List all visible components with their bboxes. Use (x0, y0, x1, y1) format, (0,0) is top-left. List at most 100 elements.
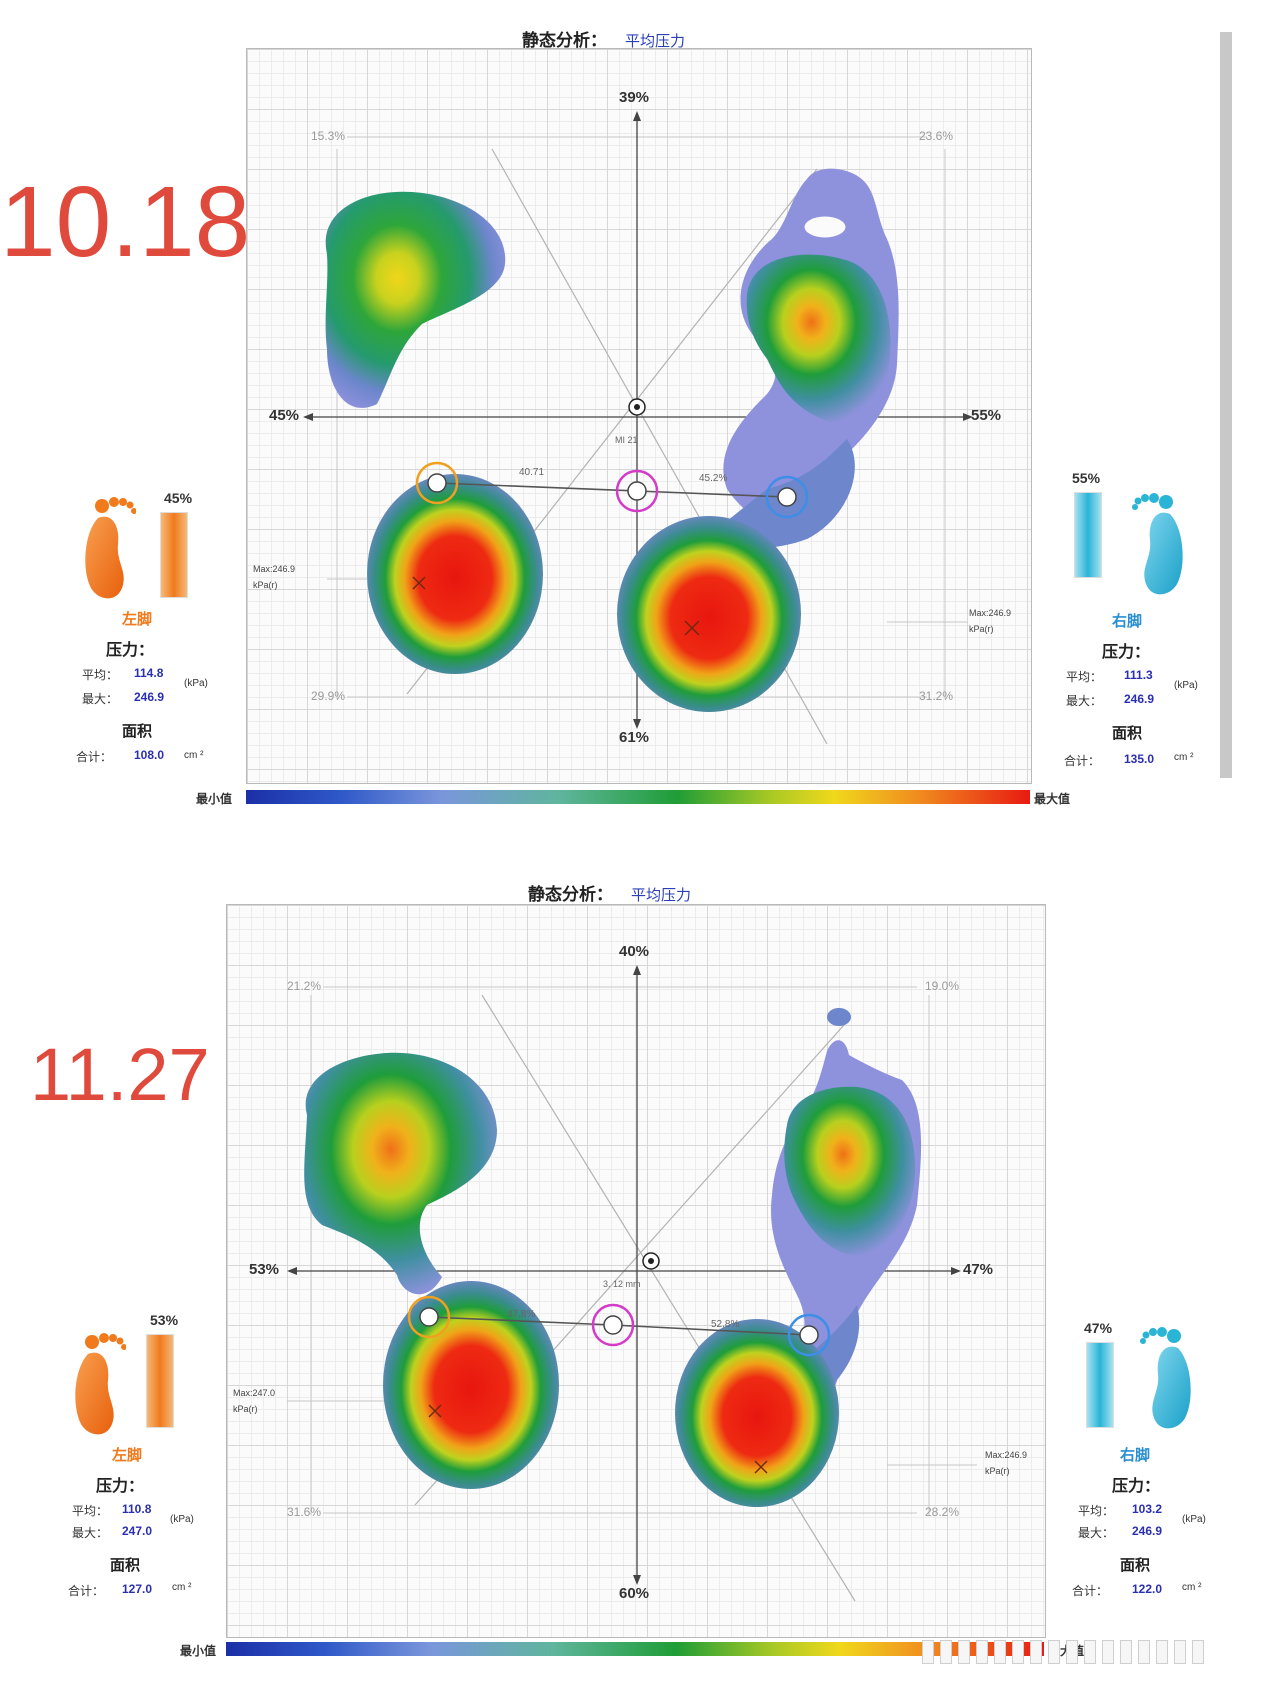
right-foot-icon (1132, 493, 1183, 595)
right-forefoot-region (784, 1086, 916, 1256)
page-dot[interactable] (922, 1640, 934, 1664)
corner-top-right: 19.0% (925, 979, 960, 993)
right-avg-value: 111.3 (1124, 668, 1153, 682)
max-left-value: Max:247.0 (233, 1388, 276, 1398)
page-dot[interactable] (976, 1640, 988, 1664)
left-max-label: 最大： (72, 1526, 109, 1540)
right-area-value: 135.0 (1124, 752, 1155, 766)
left-total-label: 合计： (76, 750, 113, 764)
page-dot[interactable] (1030, 1640, 1042, 1664)
plot-svg (287, 965, 977, 1602)
color-scale-bar (226, 1642, 1044, 1656)
cop-left-marker (415, 461, 459, 505)
right-foot-pct: 55% (1072, 470, 1101, 486)
left-pressure-unit: (kPa) (170, 1514, 194, 1525)
left-max-cross (412, 576, 426, 590)
panel-1127: 11.27 静态分析： 平均压力 (0, 860, 1280, 1680)
right-avg-value: 103.2 (1132, 1502, 1163, 1516)
pressure-plot: 40% 60% 53% 47% 21.2% 19.0% 31.6% 28.2% … (226, 904, 1046, 1638)
max-right-value: Max:246.9 (985, 1450, 1028, 1460)
cop-center-marker (591, 1303, 635, 1347)
page-dot[interactable] (1192, 1640, 1204, 1664)
corner-bottom-right: 31.2% (919, 689, 954, 703)
left-area-unit: cm ² (172, 1582, 192, 1593)
cop-right-label: 52.8% (711, 1319, 740, 1330)
page-dot[interactable] (958, 1640, 970, 1664)
page-dot[interactable] (1138, 1640, 1150, 1664)
max-left-unit: kPa(r) (253, 580, 278, 590)
page-dot[interactable] (1048, 1640, 1060, 1664)
plot-svg (303, 111, 973, 745)
right-pressure-header: 压力： (1112, 1478, 1161, 1495)
left-pressure-unit: (kPa) (184, 678, 208, 689)
right-total-label: 合计： (1072, 1584, 1109, 1598)
left-area-unit: cm ² (184, 750, 204, 761)
title-text: 静态分析： (522, 31, 607, 50)
top-pct: 40% (619, 943, 650, 960)
right-max-cross (754, 1460, 768, 1474)
page-dot[interactable] (994, 1640, 1006, 1664)
right-max-value: 246.9 (1132, 1524, 1163, 1538)
left-forefoot-region (304, 1052, 497, 1295)
left-pressure-header: 压力： (96, 1478, 145, 1495)
max-left-label: Max:247.0 kPa(r) (233, 1385, 275, 1417)
date-label: 10.18 (0, 166, 251, 278)
cop-left-marker (407, 1295, 451, 1339)
right-foot-name: 右脚 (1120, 1448, 1151, 1464)
page-indicator-dots (922, 1640, 1222, 1664)
cop-center-label: MI 21 (615, 435, 638, 445)
page-dot[interactable] (1012, 1640, 1024, 1664)
page-dot[interactable] (1174, 1640, 1186, 1664)
right-area-unit: cm ² (1182, 1582, 1202, 1593)
right-avg-label: 平均： (1078, 1504, 1115, 1518)
corner-bottom-left: 31.6% (287, 1505, 322, 1519)
left-area-header: 面积 (110, 1558, 141, 1574)
right-avg-label: 平均： (1066, 670, 1103, 684)
right-foot-pct: 47% (1084, 1320, 1113, 1336)
left-area-value: 127.0 (122, 1582, 153, 1596)
max-right-label: Max:246.9 kPa(r) (985, 1447, 1027, 1479)
max-left-unit: kPa(r) (233, 1404, 258, 1414)
subtitle-text[interactable]: 平均压力 (625, 33, 686, 50)
left-pct: 53% (249, 1261, 280, 1278)
right-heel-region (617, 516, 801, 712)
right-area-header: 面积 (1120, 1558, 1151, 1574)
page-dot[interactable] (940, 1640, 952, 1664)
left-max-label: 最大： (82, 692, 119, 706)
scale-max-label: 最大值 (1034, 792, 1071, 806)
left-avg-value: 110.8 (122, 1502, 152, 1516)
right-pct: 47% (963, 1261, 994, 1278)
right-toe-spot (827, 1008, 851, 1026)
left-foot-panel: 45% 左脚 压力： 平均： 114.8 (kPa) 最大： 246.9 面积 … (60, 480, 220, 800)
page-dot[interactable] (1156, 1640, 1168, 1664)
page-dot[interactable] (1120, 1640, 1132, 1664)
subtitle-text[interactable]: 平均压力 (631, 887, 692, 904)
left-area-value: 108.0 (134, 748, 165, 762)
right-pressure-unit: (kPa) (1174, 680, 1198, 691)
right-forefoot-region (746, 254, 891, 424)
cop-center-label: 3. 12 mm (603, 1279, 641, 1289)
title-text: 静态分析： (528, 885, 613, 904)
panel-title: 静态分析： 平均压力 (528, 880, 691, 905)
right-pct: 55% (971, 407, 1002, 424)
left-heel-region (367, 474, 543, 674)
scrollbar[interactable] (1220, 32, 1232, 778)
right-pressure-unit: (kPa) (1182, 1514, 1206, 1525)
corner-top-right: 23.6% (919, 129, 954, 143)
page-dot[interactable] (1066, 1640, 1078, 1664)
corner-top-left: 21.2% (287, 979, 322, 993)
page-dot[interactable] (1102, 1640, 1114, 1664)
page-dot[interactable] (1084, 1640, 1096, 1664)
left-pressure-header: 压力： (106, 642, 155, 659)
left-avg-label: 平均： (72, 1504, 109, 1518)
left-avg-label: 平均： (82, 668, 119, 682)
left-foot-icon (75, 1333, 126, 1435)
max-right-value: Max:246.9 (969, 608, 1012, 618)
right-foot-bar (1074, 492, 1102, 578)
left-foot-icon (85, 497, 136, 599)
max-right-label: Max:246.9 kPa(r) (969, 605, 1011, 637)
right-foot-name: 右脚 (1112, 614, 1143, 630)
left-area-header: 面积 (122, 724, 153, 740)
cop-right-marker (765, 475, 809, 519)
left-foot-bar (160, 512, 188, 598)
